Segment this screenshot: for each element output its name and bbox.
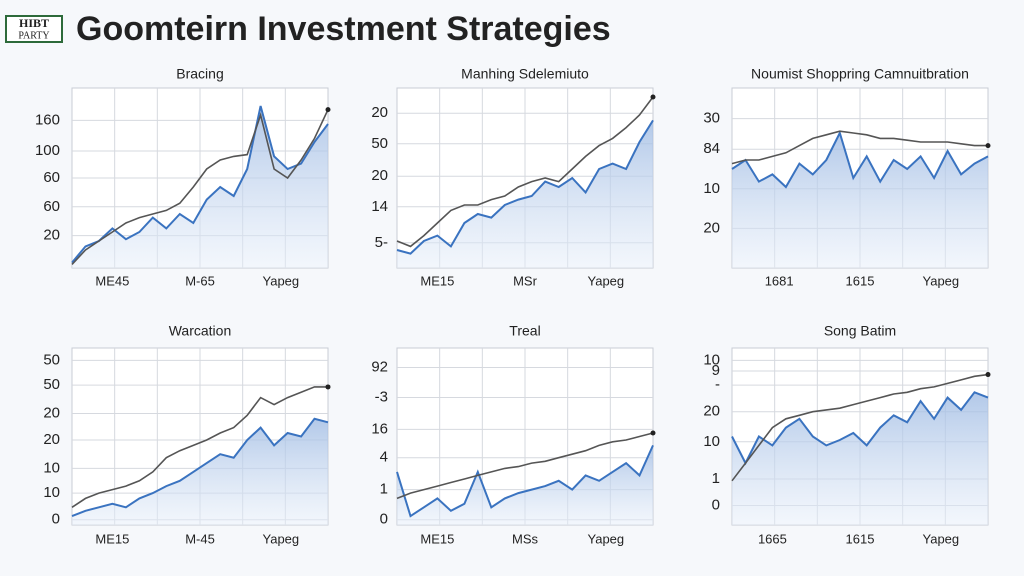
y-tick-label: 5-: [375, 234, 388, 251]
x-tick-label: ME15: [420, 531, 454, 546]
y-tick-label: 10: [43, 459, 60, 476]
chart-title: Warcation: [169, 323, 232, 339]
chart-title: Noumist Shoppring Camnuitbration: [751, 66, 969, 82]
logo-bottom: PARTY: [18, 30, 49, 41]
line: [731, 391, 989, 466]
y-tick-label: 20: [371, 167, 388, 184]
line: [731, 373, 989, 482]
y-tick-label: 50: [43, 351, 60, 368]
end-dot: [985, 143, 991, 149]
y-tick-label: 92: [371, 358, 388, 375]
chart-title: Song Batim: [824, 323, 896, 339]
line: [396, 444, 654, 518]
area: [397, 445, 653, 525]
y-tick-label: 20: [43, 227, 60, 244]
y-tick-label: 10: [43, 484, 60, 501]
x-tick-label: 1665: [758, 531, 787, 546]
y-tick-label: 84: [703, 140, 720, 157]
line: [396, 96, 654, 248]
x-tick-label: ME15: [95, 531, 129, 546]
x-tick-label: M-45: [185, 531, 215, 546]
chart: 92 -3 16 4 1 0 ME15 MSs Yapeg Treal: [371, 323, 656, 546]
end-dot: [985, 372, 991, 378]
area: [397, 120, 653, 269]
y-tick-label: 14: [371, 198, 388, 215]
y-tick-label: 10: [703, 351, 720, 368]
y-tick-label: 9: [712, 362, 720, 379]
line: [71, 386, 328, 508]
chart: 30 84 10 20 1681 1615 Yapeg Noumist Shoppring C…: [703, 66, 991, 288]
x-tick-label: Yapeg: [263, 273, 300, 288]
y-tick-label: 0: [712, 496, 720, 513]
end-dot: [325, 384, 331, 390]
end-dot: [650, 94, 656, 100]
logo-box: [5, 15, 63, 43]
y-tick-label: 50: [43, 376, 60, 393]
line: [731, 130, 988, 165]
y-tick-label: 10: [703, 180, 720, 197]
x-tick-label: Yapeg: [588, 531, 625, 546]
y-tick-label: 0: [52, 511, 60, 528]
chart: 20 50 20 14 5- ME15 MSr Yapeg Manhing Sdelemiuto: [371, 66, 656, 288]
y-tick-label: 16: [371, 420, 388, 437]
area: [732, 392, 988, 525]
x-tick-label: Yapeg: [588, 273, 625, 288]
page-title: Goomteirn Investment Strategies: [76, 10, 611, 48]
y-tick-label: 60: [43, 169, 60, 186]
y-tick-label: 30: [703, 110, 720, 127]
x-tick-label: MSs: [512, 531, 539, 546]
line: [71, 417, 329, 518]
area: [72, 418, 328, 525]
logo: HIBT PARTY: [5, 15, 63, 43]
x-tick-label: Yapeg: [263, 531, 300, 546]
y-tick-label: -3: [375, 389, 388, 406]
x-tick-label: M-65: [185, 273, 215, 288]
y-tick-label: 10: [703, 433, 720, 450]
area: [72, 106, 328, 268]
x-tick-label: ME15: [420, 273, 454, 288]
y-tick-label: 60: [43, 198, 60, 215]
line: [71, 109, 329, 265]
y-tick-label: 4: [380, 449, 388, 466]
x-tick-label: Yapeg: [923, 531, 960, 546]
line: [731, 130, 989, 189]
line: [396, 432, 654, 500]
y-tick-label: 1: [712, 470, 720, 487]
y-tick-label: 20: [703, 219, 720, 236]
y-tick-label: 20: [703, 403, 720, 420]
end-dot: [325, 107, 331, 113]
x-tick-label: 1615: [846, 273, 875, 288]
x-tick-label: 1615: [846, 531, 875, 546]
y-tick-label: -: [715, 376, 720, 393]
y-tick-label: 20: [43, 431, 60, 448]
y-tick-label: 50: [371, 135, 388, 152]
y-tick-label: 160: [35, 111, 60, 128]
chart: 160 100 60 60 20 ME45 M-65 Yapeg Bracing: [35, 66, 331, 288]
logo-top: HIBT: [19, 16, 49, 30]
y-tick-label: 100: [35, 142, 60, 159]
y-tick-label: 0: [380, 511, 388, 528]
line: [396, 119, 654, 255]
x-tick-label: MSr: [513, 273, 538, 288]
x-tick-label: Yapeg: [923, 273, 960, 288]
x-tick-label: 1681: [765, 273, 794, 288]
y-tick-label: 1: [380, 481, 388, 498]
end-dot: [650, 430, 656, 436]
chart-title: Bracing: [176, 66, 223, 82]
chart-title: Treal: [509, 323, 540, 339]
chart: 50 50 20 20 10 10 0 ME15 M-45 Yapeg Warcation: [43, 323, 331, 546]
x-tick-label: ME45: [95, 273, 129, 288]
y-tick-label: 20: [43, 404, 60, 421]
y-tick-label: 20: [371, 104, 388, 121]
area: [732, 133, 988, 268]
chart-title: Manhing Sdelemiuto: [461, 66, 589, 82]
